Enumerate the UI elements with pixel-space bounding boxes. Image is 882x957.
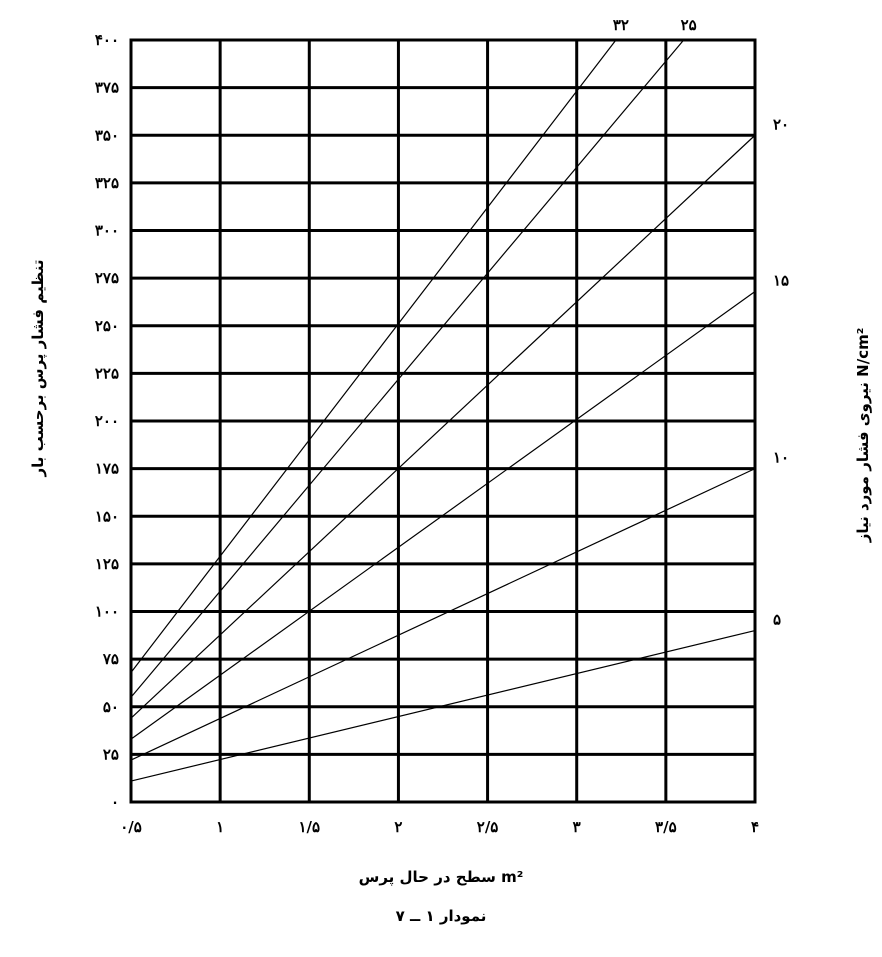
- y-tick-label: ۳۲۵: [95, 174, 119, 192]
- y-tick-label: ۲۲۵: [95, 364, 119, 382]
- plot-border: [129, 38, 757, 804]
- y-tick-label: ۲۵۰: [95, 317, 119, 335]
- series-line-4: [130, 134, 756, 719]
- y-tick-label: ۳۵۰: [95, 126, 119, 144]
- series-label-2: ۱۰: [773, 449, 789, 467]
- y-tick-labels: ۰ ۲۵ ۵۰ ۷۵ ۱۰۰ ۱۲۵ ۱۵۰ ۱۷۵ ۲۰۰ ۲۲۵ ۲۵۰ ۲۷۵ ۳۰۰ ۳۲۵ ۳۵۰…: [95, 31, 119, 811]
- x-tick-label: ۳: [573, 818, 581, 836]
- plot-frame: [129, 38, 757, 804]
- y-tick-label: ۱۵۰: [95, 507, 119, 525]
- series-line-2: [130, 468, 756, 761]
- series-labels: ۵ ۱۰ ۱۵ ۲۰ ۲۵ ۳۲: [613, 16, 789, 629]
- y-axis-label: تنظیم فشار پرس برحسب بار: [29, 259, 47, 477]
- series-label-1: ۵: [773, 611, 781, 629]
- series-label-4: ۲۰: [773, 115, 789, 133]
- x-tick-label: ۲: [394, 818, 402, 836]
- x-tick-labels: ۰/۵ ۱ ۱/۵ ۲ ۲/۵ ۳ ۳/۵ ۴: [120, 818, 759, 836]
- x-tick-label: ۱/۵: [298, 818, 320, 836]
- y-tick-label: ۱۰۰: [95, 603, 119, 621]
- x-tick-label: ۲/۵: [477, 818, 499, 836]
- y-tick-label: ۷۵: [102, 650, 119, 668]
- y-tick-label: ۱۲۵: [95, 555, 119, 573]
- y-tick-label: ۲۷۵: [95, 269, 119, 287]
- x-tick-label: ۳/۵: [655, 818, 677, 836]
- series-line-3: [130, 290, 756, 740]
- figure-caption: نمودار ۱ ــ ۷: [395, 907, 487, 925]
- series-line-1: [130, 629, 756, 782]
- x-tick-label: ۰/۵: [120, 818, 142, 836]
- y-tick-label: ۳۷۵: [95, 79, 119, 97]
- x-tick-label: ۱: [216, 818, 224, 836]
- y-tick-label: ۳۰۰: [95, 222, 119, 240]
- y-tick-label: ۴۰۰: [95, 31, 119, 49]
- y-tick-label: ۰: [111, 793, 119, 811]
- series-lines: [130, 39, 756, 782]
- series-line-6: [130, 39, 617, 673]
- series-label-3: ۱۵: [773, 271, 789, 289]
- x-tick-label: ۴: [751, 818, 759, 836]
- series-label-6: ۳۲: [613, 16, 629, 34]
- y-tick-label: ۲۰۰: [95, 412, 119, 430]
- x-axis-label: سطح در حال پرس m²: [358, 868, 524, 886]
- y-tick-label: ۱۷۵: [95, 460, 119, 478]
- series-line-5: [130, 39, 685, 698]
- y-tick-label: ۵۰: [103, 698, 119, 716]
- grid: [131, 40, 755, 802]
- y-tick-label: ۲۵: [103, 745, 119, 763]
- series-label-5: ۲۵: [681, 16, 697, 34]
- secondary-y-axis-label: نیروی فشار مورد نیاز N/cm²: [854, 327, 872, 543]
